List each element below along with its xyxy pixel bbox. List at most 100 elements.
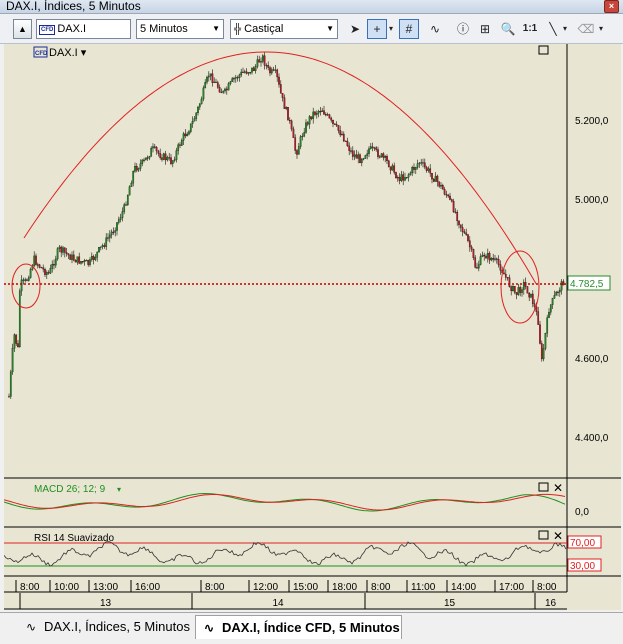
maximize-panel-icon[interactable]	[538, 530, 549, 540]
cfd-badge-icon	[33, 46, 48, 58]
chart-style-value: Castiçal	[244, 23, 284, 35]
chevron-down-icon[interactable]: ▾	[117, 485, 121, 494]
close-panel-icon[interactable]: ✕	[553, 481, 563, 495]
candle-body	[231, 78, 234, 82]
eraser-icon[interactable]: ⌫	[577, 22, 595, 36]
time-axis: 8:00 10:00 13:00 16:00 8:00 12:00 15:00 18:00 8:…	[15, 580, 557, 593]
candle-body	[404, 177, 406, 181]
candle-body	[171, 160, 174, 164]
symbol-input[interactable]: CFD DAX.I	[36, 19, 131, 39]
candle-body	[368, 148, 370, 154]
candle-body	[515, 292, 518, 295]
chart-tab-bar: ∿ DAX.I, Índices, 5 Minutos ∿ DAX.I, Índ…	[0, 612, 623, 644]
chart-toolbar: ▲ CFD DAX.I 5 Minutos ▼ ╬ Castiçal ▼ ➤ + …	[0, 15, 623, 44]
candle-body	[432, 178, 435, 182]
cursor-pointer-icon[interactable]: ➤	[349, 22, 361, 36]
candle-body	[13, 334, 16, 349]
candle-body	[539, 324, 541, 344]
maximize-panel-icon[interactable]	[538, 482, 549, 492]
candle-body	[416, 163, 419, 168]
candle-body	[269, 67, 271, 74]
candle-body	[306, 122, 309, 125]
candle-body	[317, 111, 320, 114]
candle-body	[92, 256, 95, 260]
time-tick: 16:00	[135, 582, 160, 593]
chevron-down-icon[interactable]: ▾	[598, 24, 603, 33]
zoom-icon[interactable]: 🔍	[500, 22, 516, 36]
grid-icon[interactable]: #	[399, 19, 419, 39]
close-panel-icon[interactable]: ✕	[553, 529, 563, 543]
candle-body	[148, 156, 151, 159]
candle-series	[8, 52, 565, 399]
candle-body	[85, 260, 88, 262]
candle-body	[461, 227, 464, 232]
chevron-down-icon: ▼	[212, 24, 220, 33]
candle-body	[204, 82, 207, 89]
candle-body	[112, 231, 115, 233]
candle-body	[418, 162, 421, 164]
candle-body	[517, 287, 520, 295]
zoom-reset-button[interactable]: 1:1	[522, 23, 538, 34]
candle-body	[69, 254, 72, 260]
candle-body	[387, 160, 390, 167]
rsi-label[interactable]: RSI 14 Suavizado	[34, 533, 114, 544]
candle-body	[414, 167, 417, 170]
chart-canvas[interactable]: CFD DAX.I ▾ 5.200,0 5.000,0 4.600,0 4.40…	[3, 44, 621, 610]
candle-body	[26, 279, 28, 281]
crosshair-icon[interactable]: +	[367, 19, 387, 39]
draw-line-icon[interactable]: ╲	[549, 22, 557, 36]
candle-body	[407, 174, 410, 178]
chevron-down-icon[interactable]: ▾	[562, 24, 567, 33]
candle-body	[252, 67, 255, 72]
candle-body	[218, 87, 221, 93]
info-icon[interactable]: ⓘ	[456, 22, 469, 36]
candle-body	[350, 150, 352, 152]
candle-body	[161, 157, 163, 160]
rsi-lower-label: 30,00	[570, 561, 595, 572]
candle-body	[200, 98, 203, 105]
candle-body	[324, 114, 327, 116]
chart-symbol-label[interactable]: DAX.I ▾	[49, 47, 87, 59]
time-tick: 13:00	[93, 582, 118, 593]
collapse-button[interactable]: ▲	[13, 19, 32, 39]
candle-body	[346, 140, 349, 147]
time-tick: 8:00	[537, 582, 557, 593]
candle-body	[139, 163, 142, 169]
candle-body	[157, 150, 160, 154]
cfd-badge-icon: CFD	[39, 25, 56, 35]
macd-tick: 0,0	[575, 507, 589, 518]
maximize-panel-icon[interactable]	[538, 45, 549, 55]
candle-body	[488, 253, 491, 261]
close-button[interactable]: ×	[604, 0, 619, 13]
day-tick: 15	[444, 598, 456, 609]
chart-style-select[interactable]: ╬ Castiçal ▼	[230, 19, 338, 39]
chevron-down-icon[interactable]: ▾	[388, 24, 393, 33]
candle-body	[135, 166, 138, 171]
candle-body	[63, 247, 66, 253]
candle-body	[256, 59, 259, 67]
candle-body	[296, 150, 298, 155]
period-select[interactable]: 5 Minutos ▼	[136, 19, 224, 39]
tab-dax-cfd[interactable]: ∿ DAX.I, Índice CFD, 5 Minutos	[195, 615, 402, 639]
candle-body	[254, 66, 257, 72]
candle-body	[153, 146, 156, 148]
candle-body	[101, 245, 104, 247]
candle-body	[303, 132, 306, 137]
candle-body	[560, 281, 563, 291]
price-tick: 4.600,0	[575, 354, 609, 365]
candle-body	[211, 73, 214, 83]
add-chart-icon[interactable]: ⊞	[479, 22, 491, 36]
candle-body	[308, 116, 311, 125]
candle-body	[427, 168, 430, 171]
candle-body	[168, 157, 171, 159]
indicator-wave-icon[interactable]: ∿	[429, 22, 441, 36]
candle-body	[341, 133, 343, 136]
candle-body	[357, 154, 360, 159]
chart-area[interactable]: CFD DAX.I ▾ 5.200,0 5.000,0 4.600,0 4.40…	[3, 44, 621, 610]
tab-dax-indices[interactable]: ∿ DAX.I, Índices, 5 Minutos	[18, 615, 192, 639]
candle-body	[195, 112, 198, 119]
candle-body	[332, 119, 334, 124]
macd-label[interactable]: MACD 26; 12; 9	[34, 484, 106, 495]
current-price-label: 4.782,5	[570, 279, 604, 290]
candle-body	[339, 130, 342, 136]
